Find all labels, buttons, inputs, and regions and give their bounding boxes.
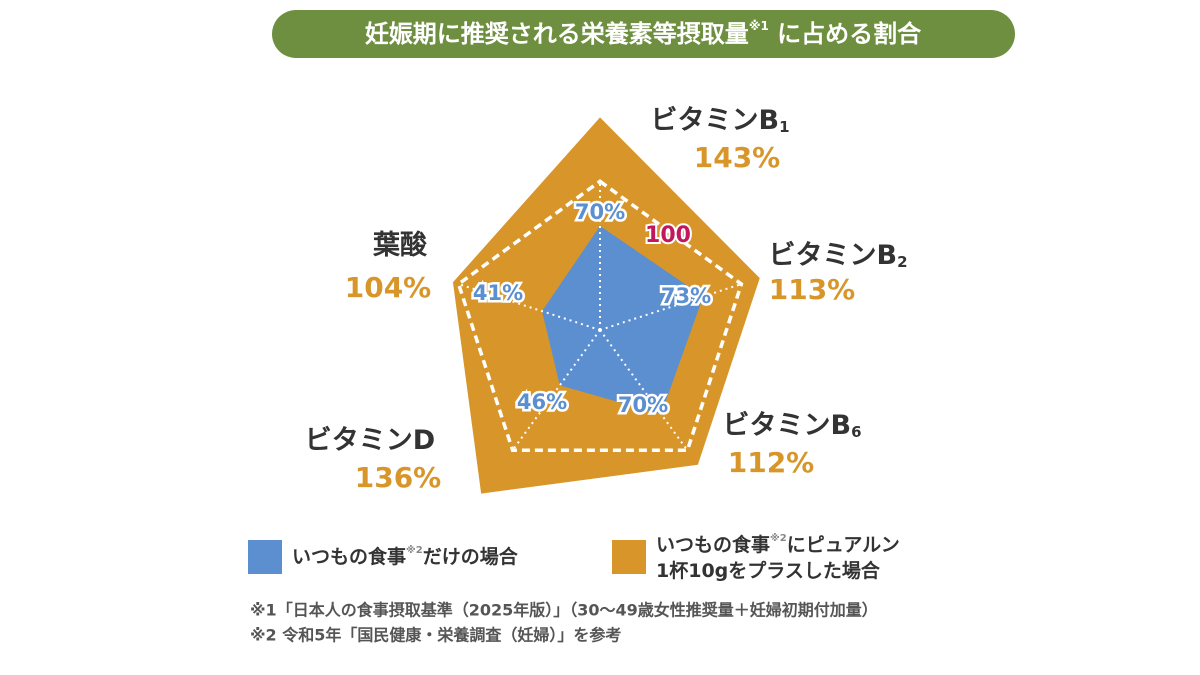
value-label: 112% xyxy=(728,446,815,479)
footnote: ※2 令和5年「国民健康・栄養調査（妊婦）」を参考 xyxy=(250,626,621,645)
axis-label: ビタミンB1 xyxy=(650,105,789,136)
legend-label: 1杯10gをプラスした場合 xyxy=(656,559,881,582)
title-main: 妊娠期に推奨される栄養素等摂取量 xyxy=(365,20,749,48)
axis-name: ビタミンD xyxy=(305,425,435,456)
legend-text: 1杯10gをプラスした場合 xyxy=(656,559,881,582)
value-label: 70% xyxy=(575,200,625,224)
axis-name: ビタミンB xyxy=(650,105,779,136)
value-label: 104% xyxy=(345,271,432,304)
axis-subscript: 6 xyxy=(851,423,861,441)
reference-line xyxy=(456,179,744,453)
value-label: 41% xyxy=(473,281,523,305)
value-label: 136% xyxy=(355,461,442,494)
legend-text: いつもの食事 xyxy=(292,545,406,568)
legend-swatch xyxy=(248,540,282,574)
legend-text: にピュアルン xyxy=(787,534,900,556)
radar-area xyxy=(542,225,704,415)
legend-text: ※2 xyxy=(406,544,423,556)
legend-swatch xyxy=(612,540,646,574)
title-note: ※1 xyxy=(749,19,769,33)
axis-name: 葉酸 xyxy=(372,230,428,261)
axis-label: ビタミンB2 xyxy=(768,240,907,271)
axis-label: 葉酸 xyxy=(372,230,428,261)
footnote: ※1「日本人の食事摂取基準（2025年版）」（30〜49歳女性推奨量＋妊婦初期付… xyxy=(250,601,878,620)
spoke xyxy=(458,283,601,331)
axis-name: ビタミンB xyxy=(722,410,851,441)
axis-subscript: 1 xyxy=(779,118,789,136)
legend-text: ※2 xyxy=(770,532,787,544)
value-label: 143% xyxy=(694,141,781,174)
value-label: 73% xyxy=(661,284,711,308)
axis-label: ビタミンD xyxy=(305,425,435,456)
legend-text: いつもの食事 xyxy=(656,533,770,556)
spoke xyxy=(599,329,689,451)
spoke xyxy=(599,283,742,331)
axis-subscript: 2 xyxy=(897,253,907,271)
title-pill xyxy=(272,10,1015,58)
axis-name: ビタミンB xyxy=(768,240,897,271)
spoke xyxy=(511,329,601,451)
chart-title: 妊娠期に推奨される栄養素等摂取量※1 に占める割合 xyxy=(365,19,922,49)
legend-text: だけの場合 xyxy=(423,545,519,568)
value-label: 46% xyxy=(517,390,567,414)
reference-label: 100 xyxy=(645,223,691,248)
axis-label: ビタミンB6 xyxy=(722,410,861,441)
title-rest: に占める割合 xyxy=(769,20,922,48)
legend-label: いつもの食事※2だけの場合 xyxy=(292,544,519,568)
value-label: 113% xyxy=(769,273,856,306)
value-label: 70% xyxy=(618,393,668,417)
legend-label: いつもの食事※2にピュアルン xyxy=(656,532,900,556)
